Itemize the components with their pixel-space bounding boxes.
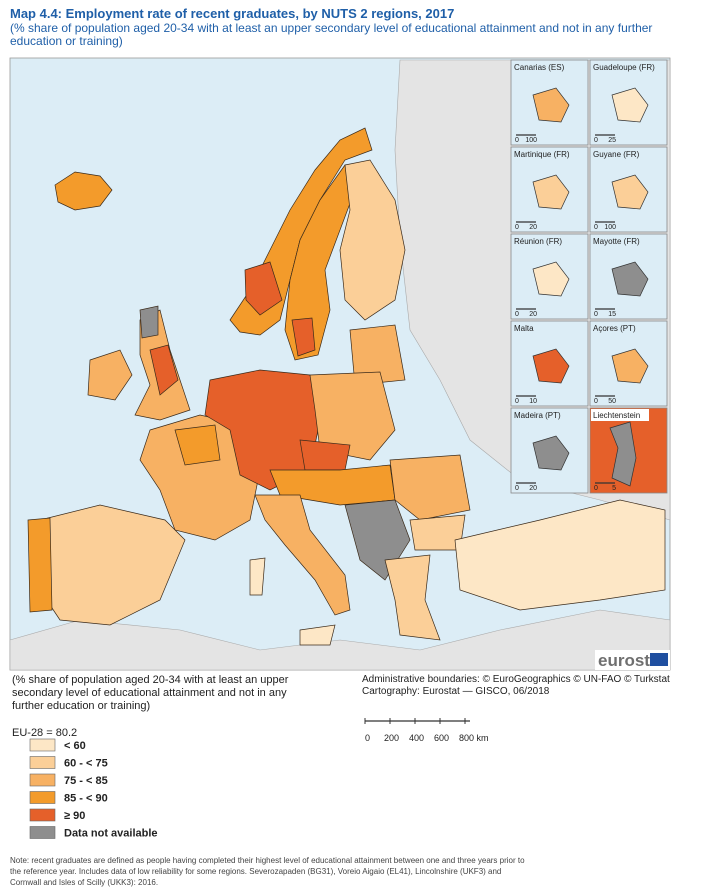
- title: Map 4.4: Employment rate of recent gradu…: [10, 6, 710, 21]
- inset-land: [609, 421, 637, 487]
- legend-swatch: [29, 791, 56, 804]
- inset-label: Malta: [514, 324, 534, 333]
- region-finland: [339, 159, 406, 321]
- legend-swatch: [29, 773, 56, 787]
- region-portugal: [27, 517, 53, 613]
- inset-label: Mayotte (FR): [593, 237, 640, 246]
- scale-label: 400: [409, 733, 424, 743]
- inset-scale-label: 0: [594, 137, 598, 144]
- logo: eurostat: [598, 651, 665, 670]
- inset-land: [611, 174, 649, 210]
- legend-label: ≥ 90: [64, 810, 85, 822]
- region-czechia: [299, 439, 351, 471]
- region-uk-north: [149, 344, 179, 396]
- inset-label: Guyane (FR): [593, 150, 640, 159]
- inset-scale-label: 0: [515, 485, 519, 492]
- region-paris: [174, 424, 221, 466]
- scale-label: 600: [434, 733, 449, 743]
- title-prefix: Map 4.4:: [10, 6, 63, 21]
- credits: Administrative boundaries: © EuroGeograp…: [362, 674, 702, 698]
- inset-land: [532, 174, 570, 210]
- region-stockholm-south: [291, 317, 316, 357]
- inset-scale-label: 0: [594, 224, 598, 231]
- inset-scale-label: 20: [529, 224, 537, 231]
- region-greece: [384, 554, 441, 641]
- legend-label: Data not available: [64, 828, 158, 840]
- region-poland: [309, 371, 396, 461]
- inset-scale-label: 0: [515, 398, 519, 405]
- inset-label: Madeira (PT): [514, 411, 561, 420]
- inset-land: [532, 348, 570, 384]
- inset-label: Canarias (ES): [514, 63, 565, 72]
- region-romania: [389, 454, 471, 521]
- inset-land: [532, 435, 570, 471]
- inset-scale-label: 0: [515, 224, 519, 231]
- legend-swatch: [29, 826, 56, 839]
- inset-label-bg: [591, 409, 649, 421]
- scale-label: 200: [384, 733, 399, 743]
- inset-label: Açores (PT): [593, 324, 636, 333]
- inset-scale-label: 50: [608, 398, 616, 405]
- inset-scale-label: 10: [529, 398, 537, 405]
- inset-scale-label: 0: [594, 485, 598, 492]
- inset-label: Martinique (FR): [514, 150, 570, 159]
- title-text: Employment rate of recent graduates, by …: [65, 6, 455, 21]
- inset-label: Guadeloupe (FR): [593, 63, 655, 72]
- inset-scale-label: 25: [608, 137, 616, 144]
- region-ireland: [87, 349, 133, 401]
- scale-label: 800 km: [459, 733, 489, 743]
- inset-label: Liechtenstein: [593, 411, 640, 420]
- region-iceland: [54, 171, 113, 211]
- inset-scale-label: 100: [604, 224, 616, 231]
- inset-land: [532, 261, 570, 297]
- legend-swatch: [29, 808, 56, 822]
- inset-scale-label: 0: [594, 311, 598, 318]
- inset-scale-label: 0: [515, 137, 519, 144]
- region-italy: [254, 494, 351, 616]
- eu-average: EU-28 = 80.2: [12, 727, 78, 739]
- inset-scale-label: 20: [529, 485, 537, 492]
- note: Note: recent graduates are defined as pe…: [10, 856, 525, 887]
- region-sardinia: [249, 557, 266, 596]
- region-turkey: [454, 499, 666, 611]
- inset-land: [611, 87, 649, 123]
- logo-flag: [650, 653, 668, 666]
- land-africa: [9, 609, 671, 671]
- legend-label: 75 - < 85: [64, 775, 108, 787]
- scale-label: 0: [365, 733, 370, 743]
- region-baltics: [349, 324, 406, 386]
- inset-scale-label: 5: [612, 485, 616, 492]
- credits-cartography: Cartography: Eurostat — GISCO, 06/2018: [362, 686, 550, 697]
- inset-scale-label: 15: [608, 311, 616, 318]
- inset-land: [532, 87, 570, 123]
- legend-description: (% share of population aged 20-34 with a…: [12, 674, 289, 712]
- inset-land: [611, 261, 649, 297]
- inset-scale-label: 0: [515, 311, 519, 318]
- subtitle: (% share of population aged 20-34 with a…: [10, 21, 653, 48]
- region-highlands: [139, 305, 159, 339]
- legend-swatch: [29, 738, 56, 752]
- region-sweden: [284, 164, 356, 361]
- inset-scale-label: 0: [594, 398, 598, 405]
- inset-label: Réunion (FR): [514, 237, 562, 246]
- legend-label: 60 - < 75: [64, 758, 108, 770]
- inset-land: [611, 348, 649, 384]
- region-sicily: [299, 624, 336, 646]
- region-oslo: [244, 261, 283, 316]
- legend-label: 85 - < 90: [64, 793, 108, 805]
- credits-boundaries: Administrative boundaries: © EuroGeograp…: [362, 674, 670, 685]
- inset-scale-label: 20: [529, 311, 537, 318]
- legend-label: < 60: [64, 740, 86, 752]
- inset-scale-label: 100: [525, 137, 537, 144]
- legend-swatch: [29, 756, 56, 769]
